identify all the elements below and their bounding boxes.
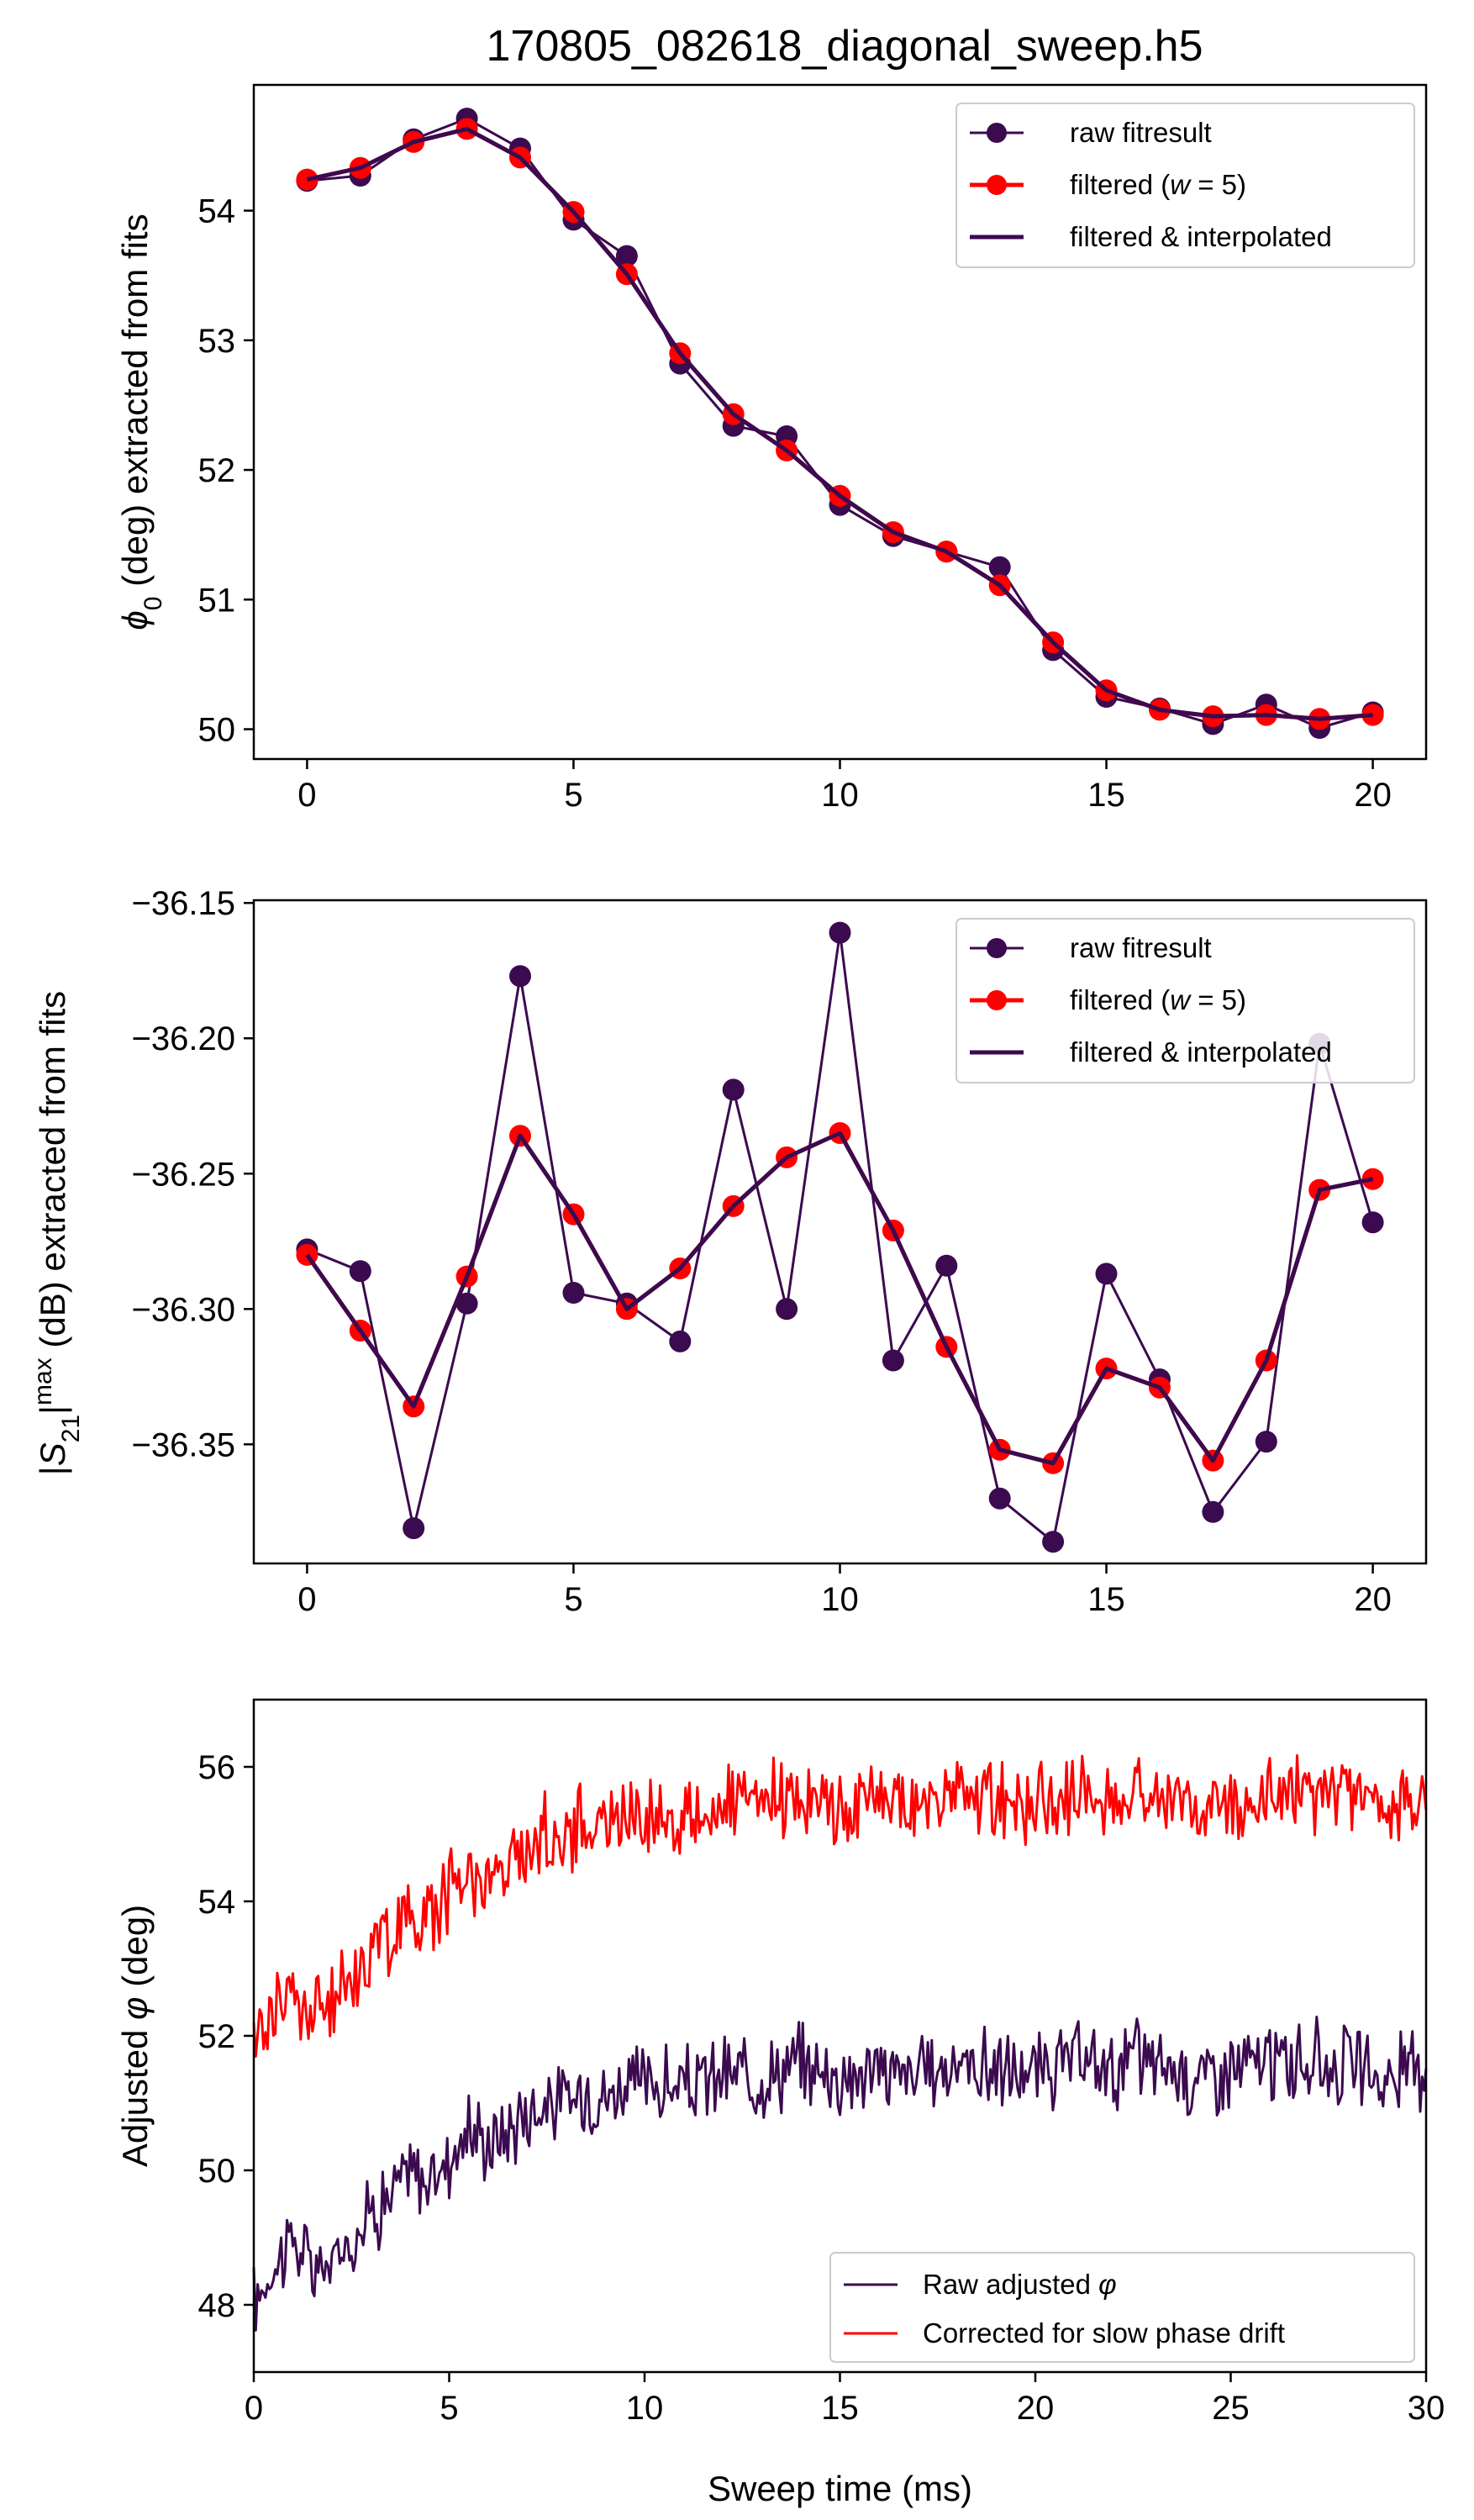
legend-marker: [987, 990, 1007, 1010]
data-point: [988, 1487, 1011, 1510]
legend-label: Raw adjusted φ: [923, 2269, 1117, 2300]
legend: Raw adjusted φ Corrected for slow phase d…: [829, 2252, 1415, 2363]
legend-label: filtered & interpolated: [1070, 221, 1332, 252]
y-tick-label: −36.35: [132, 1426, 235, 1463]
y-tick-label: 50: [198, 712, 236, 749]
x-tick-label: 0: [297, 1581, 316, 1618]
y-axis-label: Adjusted φ (deg): [115, 1905, 155, 2167]
y-tick-label: −36.25: [132, 1156, 235, 1193]
series-line-1: [252, 2016, 1428, 2332]
data-point: [935, 1254, 958, 1277]
data-point: [669, 1330, 692, 1352]
data-point: [1042, 1531, 1065, 1553]
x-tick-label: 15: [1087, 777, 1125, 814]
y-tick-label: 54: [198, 1884, 236, 1921]
data-point: [776, 1298, 798, 1321]
x-tick-label: 20: [1017, 2390, 1055, 2427]
legend-label: filtered & interpolated: [1070, 1036, 1332, 1068]
figure-title: 170805_082618_diagonal_sweep.h5: [486, 22, 1203, 71]
x-tick-label: 0: [245, 2390, 263, 2427]
legend-label: filtered (w = 5): [1070, 984, 1246, 1015]
x-axis-label: Sweep time (ms): [708, 2469, 972, 2508]
y-tick-label: 48: [198, 2287, 236, 2324]
data-point: [455, 1292, 478, 1315]
x-tick-label: 10: [821, 1581, 859, 1618]
series-line-3: [306, 126, 1373, 721]
legend-label: Corrected for slow phase drift: [923, 2317, 1285, 2349]
legend-marker: [987, 938, 1007, 958]
x-tick-label: 5: [440, 2390, 458, 2427]
x-tick-label: 20: [1354, 1581, 1392, 1618]
y-tick-label: −36.15: [132, 885, 235, 922]
x-tick-label: 25: [1212, 2390, 1250, 2427]
y-tick-label: 56: [198, 1749, 236, 1786]
data-point: [1095, 1263, 1118, 1285]
x-tick-label: 15: [821, 2390, 859, 2427]
panel-adjusted-phi: 0 5 10 15 20 25 30 48 50 52 54 56 Adjusted φ (deg) Sw…: [115, 1698, 1445, 2508]
legend-label: filtered (w = 5): [1070, 169, 1246, 200]
legend: raw fitresult filtered (w = 5) filtered & …: [955, 103, 1415, 268]
legend-marker: [987, 123, 1007, 143]
series-line-2: [252, 1754, 1428, 2058]
y-tick-label: 51: [198, 582, 236, 619]
data-point: [349, 1260, 371, 1283]
y-tick-label: −36.30: [132, 1291, 235, 1328]
y-tick-label: −36.20: [132, 1020, 235, 1057]
legend-box: [955, 103, 1415, 268]
x-tick-label: 10: [821, 777, 859, 814]
x-tick-label: 5: [564, 1581, 582, 1618]
panel-phi0: 0 5 10 15 20 50 51 52 53 54 ϕ0 (deg) extracted fro…: [115, 83, 1428, 814]
legend-box: [829, 2252, 1415, 2363]
data-point: [615, 245, 638, 267]
series-line-3: [305, 1131, 1374, 1466]
data-point: [509, 965, 531, 988]
x-tick-label: 30: [1408, 2390, 1445, 2427]
y-axis-label: ϕ0 (deg) extracted from fits: [115, 214, 167, 630]
data-point: [1361, 1211, 1384, 1234]
x-tick-label: 5: [564, 777, 582, 814]
y-tick-label: 52: [198, 452, 236, 489]
legend-label: raw fitresult: [1070, 932, 1212, 963]
y-tick-label: 54: [198, 193, 236, 230]
data-point: [722, 1078, 745, 1101]
legend-box: [955, 918, 1415, 1083]
x-tick-label: 20: [1354, 777, 1392, 814]
y-axis-label: |S21|max (dB) extracted from fits: [29, 991, 85, 1475]
data-point: [1202, 1500, 1224, 1523]
data-point: [1255, 1431, 1277, 1453]
data-point: [882, 1349, 904, 1372]
x-tick-label: 10: [626, 2390, 664, 2427]
x-tick-label: 0: [297, 777, 316, 814]
y-tick-label: 53: [198, 323, 236, 360]
legend-label: raw fitresult: [1070, 117, 1212, 148]
data-point: [988, 556, 1011, 578]
panel-s21max: 0 5 10 15 20 −36.35 −36.30 −36.25 −36.20 −36.15 |S…: [29, 885, 1428, 1618]
y-tick-label: 52: [198, 2018, 236, 2055]
x-tick-label: 15: [1087, 1581, 1125, 1618]
legend: raw fitresult filtered (w = 5) filtered & …: [955, 918, 1415, 1083]
data-point: [562, 1282, 585, 1304]
legend-marker: [987, 175, 1007, 195]
data-point: [829, 921, 851, 944]
y-tick-label: 50: [198, 2153, 236, 2190]
data-point: [403, 1517, 425, 1540]
